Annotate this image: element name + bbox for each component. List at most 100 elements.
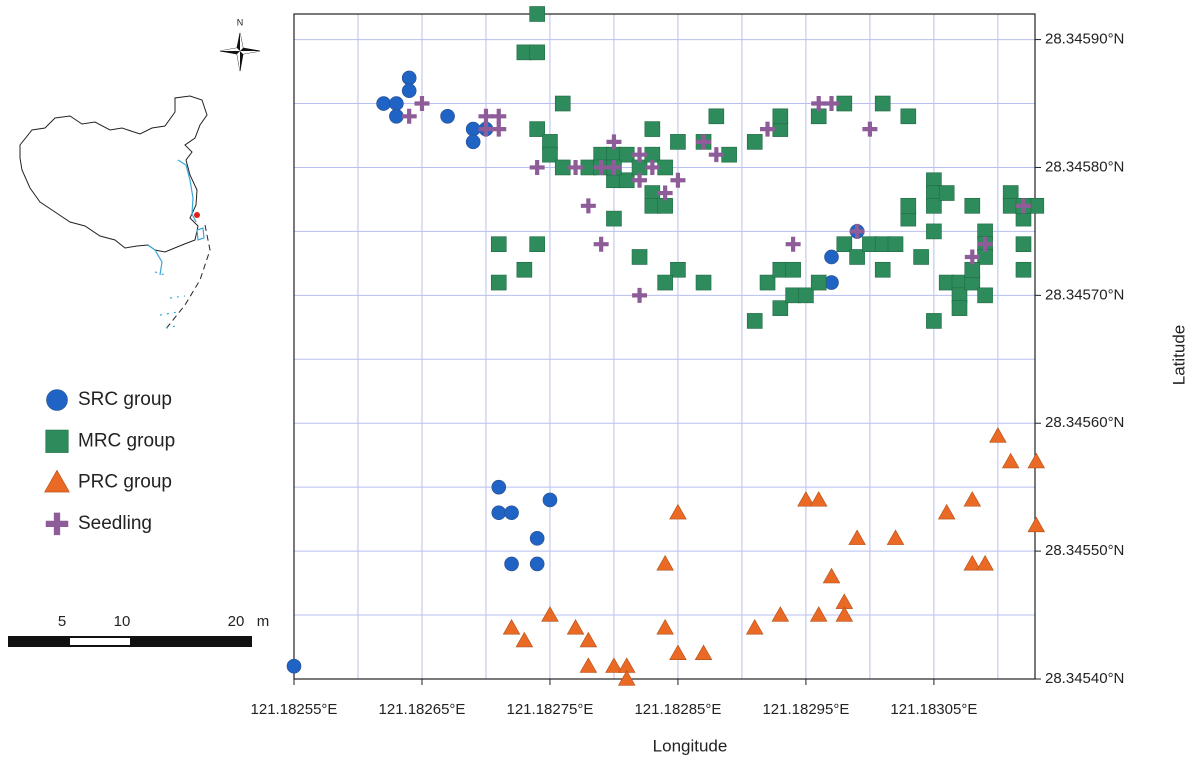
point [491, 108, 507, 124]
y-tick-label: 28.34550°N [1045, 542, 1124, 559]
y-axis-title: Latitude [1169, 325, 1188, 386]
point [657, 185, 673, 201]
point [824, 96, 840, 112]
point [504, 556, 519, 572]
point [502, 618, 521, 635]
point [376, 96, 391, 111]
point [606, 210, 622, 227]
point [632, 287, 648, 303]
legend-marker [45, 429, 69, 453]
legend-label: MRC group [78, 430, 175, 451]
point [964, 249, 980, 265]
x-tick-label: 121.18295°E [762, 701, 849, 718]
x-tick-label: 121.18265°E [379, 701, 466, 718]
legend-label: SRC group [78, 389, 172, 410]
point [809, 491, 828, 507]
x-tick-label: 121.18255°E [251, 701, 338, 718]
point [670, 134, 686, 150]
point [491, 121, 507, 137]
point [478, 121, 494, 137]
point [389, 96, 404, 111]
point [951, 300, 968, 316]
point [286, 658, 302, 674]
point [516, 261, 533, 278]
point [491, 505, 507, 521]
point [849, 223, 865, 239]
point [708, 108, 725, 125]
point [759, 274, 776, 291]
point [835, 606, 854, 622]
point [401, 108, 417, 124]
point [656, 618, 674, 635]
point [478, 108, 494, 124]
point [746, 313, 763, 329]
point [657, 274, 673, 291]
point [657, 159, 673, 176]
compass: N [219, 17, 261, 72]
point [977, 236, 993, 252]
point [822, 567, 841, 584]
point [694, 644, 713, 661]
point [1001, 452, 1020, 469]
point [605, 657, 623, 673]
point [515, 631, 534, 648]
point [632, 147, 648, 163]
point [580, 198, 596, 214]
point [785, 236, 801, 252]
compass-label: N [237, 17, 244, 27]
inset-sea-border [164, 224, 211, 331]
point [529, 236, 545, 252]
legend-label: Seedling [78, 513, 152, 534]
point [644, 121, 661, 137]
point [772, 108, 789, 125]
y-tick-label: 28.34590°N [1045, 31, 1124, 48]
point [617, 670, 636, 686]
point [900, 198, 917, 214]
point [937, 503, 956, 520]
point [490, 274, 507, 291]
point [887, 236, 904, 252]
point [696, 134, 712, 150]
legend-marker [44, 469, 70, 493]
point [669, 503, 687, 520]
point [606, 159, 622, 175]
point [656, 555, 674, 571]
inset-water [147, 159, 205, 329]
point [670, 261, 686, 278]
scale-bar-white [70, 638, 130, 645]
point [862, 121, 878, 137]
point [760, 121, 776, 137]
x-tick-label: 121.18305°E [890, 701, 977, 718]
point [1015, 261, 1032, 278]
point [566, 618, 585, 635]
x-tick-label: 121.18285°E [634, 701, 721, 718]
point [593, 236, 609, 252]
point [989, 427, 1007, 443]
point [1027, 516, 1046, 533]
point [926, 198, 942, 214]
point [963, 555, 982, 571]
point [529, 44, 545, 61]
point [491, 479, 507, 495]
point [529, 6, 545, 22]
point [1027, 452, 1046, 469]
point [886, 529, 905, 545]
point [926, 223, 942, 240]
point [593, 159, 609, 175]
y-tick-label: 28.34540°N [1045, 670, 1124, 687]
point [401, 70, 417, 86]
point [824, 249, 839, 265]
point [977, 287, 993, 304]
point [414, 96, 430, 112]
point [504, 505, 519, 521]
y-tick-label: 28.34570°N [1045, 286, 1124, 303]
point [529, 556, 545, 572]
point [913, 249, 929, 265]
inset-site [194, 212, 200, 218]
point [669, 644, 687, 661]
point [848, 529, 866, 545]
inset-coast [177, 159, 197, 223]
point [579, 631, 598, 648]
point [772, 300, 789, 316]
